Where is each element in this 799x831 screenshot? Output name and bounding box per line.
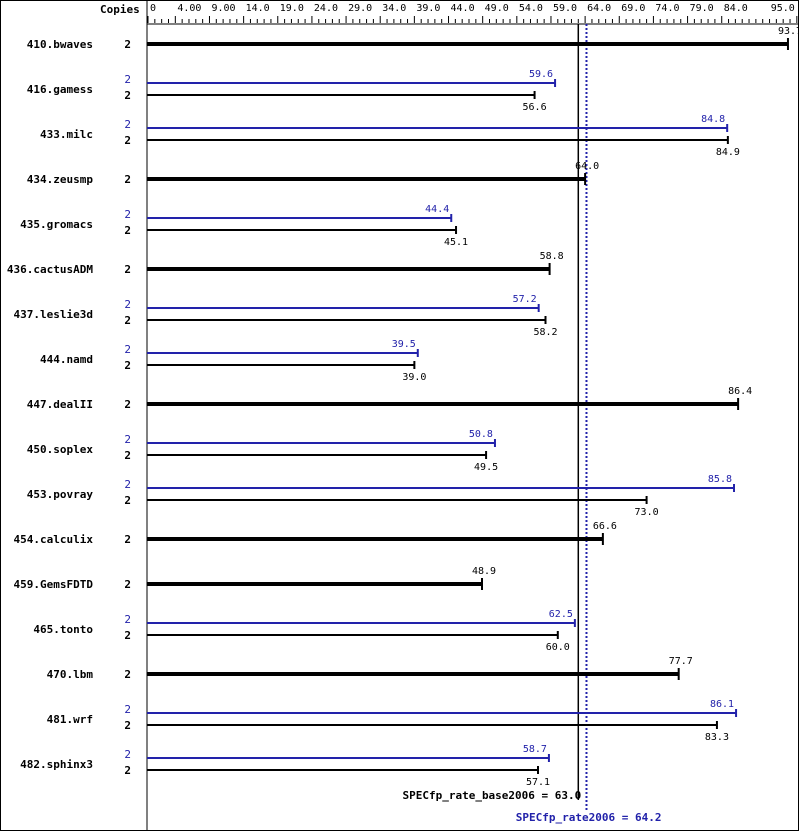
copies-header: Copies [100,3,140,16]
copies-value-peak: 2 [124,478,131,491]
base-value-label: 39.0 [402,372,426,383]
copies-value-peak: 2 [124,118,131,131]
axis-tick-label: 39.0 [416,3,440,14]
base-value-label: 83.3 [705,732,729,743]
copies-value: 2 [124,533,131,546]
copies-value-base: 2 [124,449,131,462]
benchmark-label: 435.gromacs [20,218,93,231]
base-value-label: 66.6 [593,521,617,532]
copies-value-base: 2 [124,629,131,642]
benchmark-label: 453.povray [27,488,94,501]
axis-tick-label: 84.0 [724,3,748,14]
copies-value-base: 2 [124,719,131,732]
axis-tick-label: 9.00 [211,3,235,14]
axis-tick-label: 69.0 [621,3,645,14]
benchmark-label: 416.gamess [27,83,93,96]
benchmark-label: 482.sphinx3 [20,758,93,771]
benchmark-label: 433.milc [40,128,93,141]
base-value-label: 58.8 [540,251,564,262]
base-value-label: 73.0 [635,507,659,518]
axis-tick-label: 59.0 [553,3,577,14]
axis-tick-label: 44.0 [451,3,475,14]
benchmark-label: 481.wrf [47,713,93,726]
peak-value-label: 84.8 [701,114,725,125]
peak-value-label: 86.1 [710,699,734,710]
peak-value-label: 85.8 [708,474,732,485]
axis-tick-label: 19.0 [280,3,304,14]
peak-value-label: 39.5 [392,339,416,350]
base-value-label: 45.1 [444,237,468,248]
axis-tick-label: 4.00 [177,3,201,14]
benchmark-label: 470.lbm [47,668,94,681]
copies-value-base: 2 [124,134,131,147]
base-reference-label: SPECfp_rate_base2006 = 63.0 [402,789,581,802]
copies-value-peak: 2 [124,703,131,716]
benchmark-label: 437.leslie3d [14,308,93,321]
base-value-label: 84.9 [716,147,740,158]
axis-tick-label: 49.0 [485,3,509,14]
copies-value: 2 [124,263,131,276]
axis-tick-label: 0 [150,3,156,14]
peak-value-label: 59.6 [529,69,553,80]
axis-tick-label: 95.0 [771,3,795,14]
copies-value-peak: 2 [124,613,131,626]
copies-value-base: 2 [124,359,131,372]
base-value-label: 48.9 [472,566,496,577]
peak-reference-label: SPECfp_rate2006 = 64.2 [516,811,662,824]
benchmark-label: 450.soplex [27,443,94,456]
axis-tick-label: 29.0 [348,3,372,14]
copies-value-peak: 2 [124,208,131,221]
benchmark-label: 436.cactusADM [7,263,93,276]
axis-tick-label: 14.0 [246,3,270,14]
copies-value: 2 [124,173,131,186]
copies-value-peak: 2 [124,433,131,446]
base-value-label: 86.4 [728,386,752,397]
base-value-label: 49.5 [474,462,498,473]
benchmark-label: 434.zeusmp [27,173,94,186]
copies-value-peak: 2 [124,298,131,311]
peak-value-label: 62.5 [549,609,573,620]
base-value-label: 56.6 [523,102,547,113]
peak-value-label: 58.7 [523,744,547,755]
copies-value-peak: 2 [124,748,131,761]
copies-value: 2 [124,668,131,681]
base-value-label: 64.0 [575,161,599,172]
benchmark-label: 465.tonto [33,623,93,636]
axis-tick-label: 79.0 [690,3,714,14]
peak-value-label: 57.2 [513,294,537,305]
axis-tick-label: 74.0 [655,3,679,14]
base-value-label: 93.7 [778,26,799,37]
axis-tick-label: 54.0 [519,3,543,14]
copies-value: 2 [124,38,131,51]
axis-tick-label: 34.0 [382,3,406,14]
peak-value-label: 50.8 [469,429,493,440]
copies-value: 2 [124,578,131,591]
base-value-label: 60.0 [546,642,570,653]
copies-value-base: 2 [124,224,131,237]
copies-value-base: 2 [124,494,131,507]
benchmark-label: 444.namd [40,353,93,366]
base-value-label: 77.7 [669,656,693,667]
copies-value-peak: 2 [124,343,131,356]
peak-value-label: 44.4 [425,204,449,215]
axis-tick-label: 64.0 [587,3,611,14]
benchmark-label: 454.calculix [14,533,94,546]
benchmark-label: 410.bwaves [27,38,93,51]
copies-value-peak: 2 [124,73,131,86]
copies-value: 2 [124,398,131,411]
copies-value-base: 2 [124,89,131,102]
copies-value-base: 2 [124,764,131,777]
base-value-label: 58.2 [533,327,557,338]
base-value-label: 57.1 [526,777,550,788]
axis-tick-label: 24.0 [314,3,338,14]
benchmark-label: 459.GemsFDTD [14,578,94,591]
copies-value-base: 2 [124,314,131,327]
benchmark-label: 447.dealII [27,398,93,411]
